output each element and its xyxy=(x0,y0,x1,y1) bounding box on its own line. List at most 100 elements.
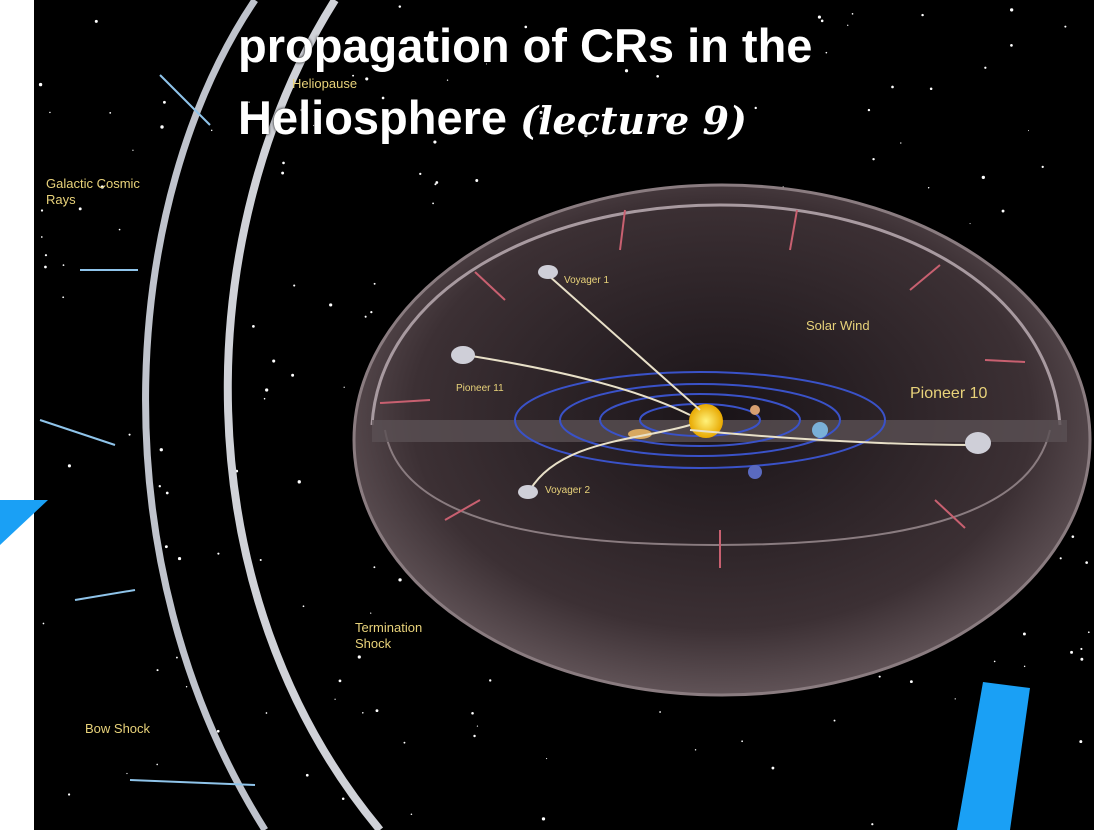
star xyxy=(329,303,332,306)
star xyxy=(659,711,661,713)
star xyxy=(265,388,268,391)
star xyxy=(334,699,335,700)
star xyxy=(419,173,421,175)
star xyxy=(871,823,873,825)
star xyxy=(984,67,986,69)
star xyxy=(1028,130,1029,131)
star xyxy=(434,183,436,185)
title-line1: propagation of CRs in the xyxy=(238,18,812,73)
star xyxy=(342,798,345,801)
star xyxy=(473,735,475,737)
star xyxy=(178,557,181,560)
star xyxy=(994,661,996,663)
label: Pioneer 11 xyxy=(456,381,504,397)
star xyxy=(68,793,70,795)
label: Voyager 2 xyxy=(545,483,590,499)
star xyxy=(252,325,255,328)
title-line2: Heliosphere (lecture 9) xyxy=(238,90,747,145)
star xyxy=(365,316,367,318)
star xyxy=(868,109,870,111)
star xyxy=(291,374,294,377)
star xyxy=(272,359,275,362)
star xyxy=(1080,658,1083,661)
star xyxy=(1010,8,1013,11)
star xyxy=(45,254,47,256)
star xyxy=(376,709,379,712)
star xyxy=(126,773,127,774)
star xyxy=(41,236,43,238)
star xyxy=(156,764,158,766)
star xyxy=(281,172,284,175)
label: Bow Shock xyxy=(85,721,150,737)
star xyxy=(370,613,371,614)
star xyxy=(165,545,168,548)
star xyxy=(1042,166,1044,168)
label: Heliopause xyxy=(292,76,357,92)
star xyxy=(176,657,178,659)
star xyxy=(1024,666,1025,667)
star xyxy=(1072,535,1075,538)
star xyxy=(404,742,406,744)
star xyxy=(373,566,375,568)
star xyxy=(264,398,266,400)
star xyxy=(891,86,894,89)
star xyxy=(1023,633,1026,636)
star xyxy=(43,623,45,625)
star xyxy=(821,20,824,23)
star xyxy=(872,158,874,160)
star xyxy=(656,75,659,78)
star xyxy=(399,5,401,7)
star xyxy=(695,749,696,750)
star xyxy=(157,669,159,671)
planet xyxy=(748,465,762,479)
star xyxy=(852,13,854,15)
star xyxy=(266,712,268,714)
star xyxy=(930,88,933,91)
star xyxy=(411,813,413,815)
star xyxy=(955,698,956,699)
star xyxy=(1070,651,1073,654)
star xyxy=(834,720,836,722)
star xyxy=(826,52,828,54)
label: Galactic Cosmic Rays xyxy=(46,176,146,208)
star xyxy=(160,125,163,128)
label: Voyager 1 xyxy=(564,273,609,289)
star xyxy=(374,283,376,285)
star xyxy=(447,80,448,81)
star xyxy=(163,101,166,104)
star xyxy=(41,209,43,211)
star xyxy=(339,680,342,683)
star xyxy=(49,112,50,113)
star xyxy=(362,712,364,714)
star xyxy=(1002,210,1005,213)
star xyxy=(109,112,111,114)
star xyxy=(772,767,775,770)
star xyxy=(1080,648,1082,650)
star xyxy=(1079,740,1082,743)
star xyxy=(398,578,401,581)
star xyxy=(159,485,161,487)
planet xyxy=(812,422,828,438)
star xyxy=(217,730,220,733)
title-main: Heliosphere xyxy=(238,91,507,144)
star xyxy=(217,553,219,555)
star xyxy=(306,774,309,777)
star xyxy=(982,176,985,179)
star xyxy=(358,655,361,658)
star xyxy=(542,817,545,820)
star xyxy=(62,296,64,298)
star xyxy=(293,284,295,286)
star xyxy=(1088,631,1090,633)
star xyxy=(211,130,212,131)
star xyxy=(344,387,345,388)
star xyxy=(847,25,848,26)
star xyxy=(95,20,98,23)
star xyxy=(186,686,187,687)
star xyxy=(928,187,929,188)
star xyxy=(432,202,434,204)
star xyxy=(166,492,169,495)
star xyxy=(546,758,547,759)
star xyxy=(282,162,285,165)
label: Termination Shock xyxy=(355,620,445,652)
star xyxy=(1064,26,1066,28)
